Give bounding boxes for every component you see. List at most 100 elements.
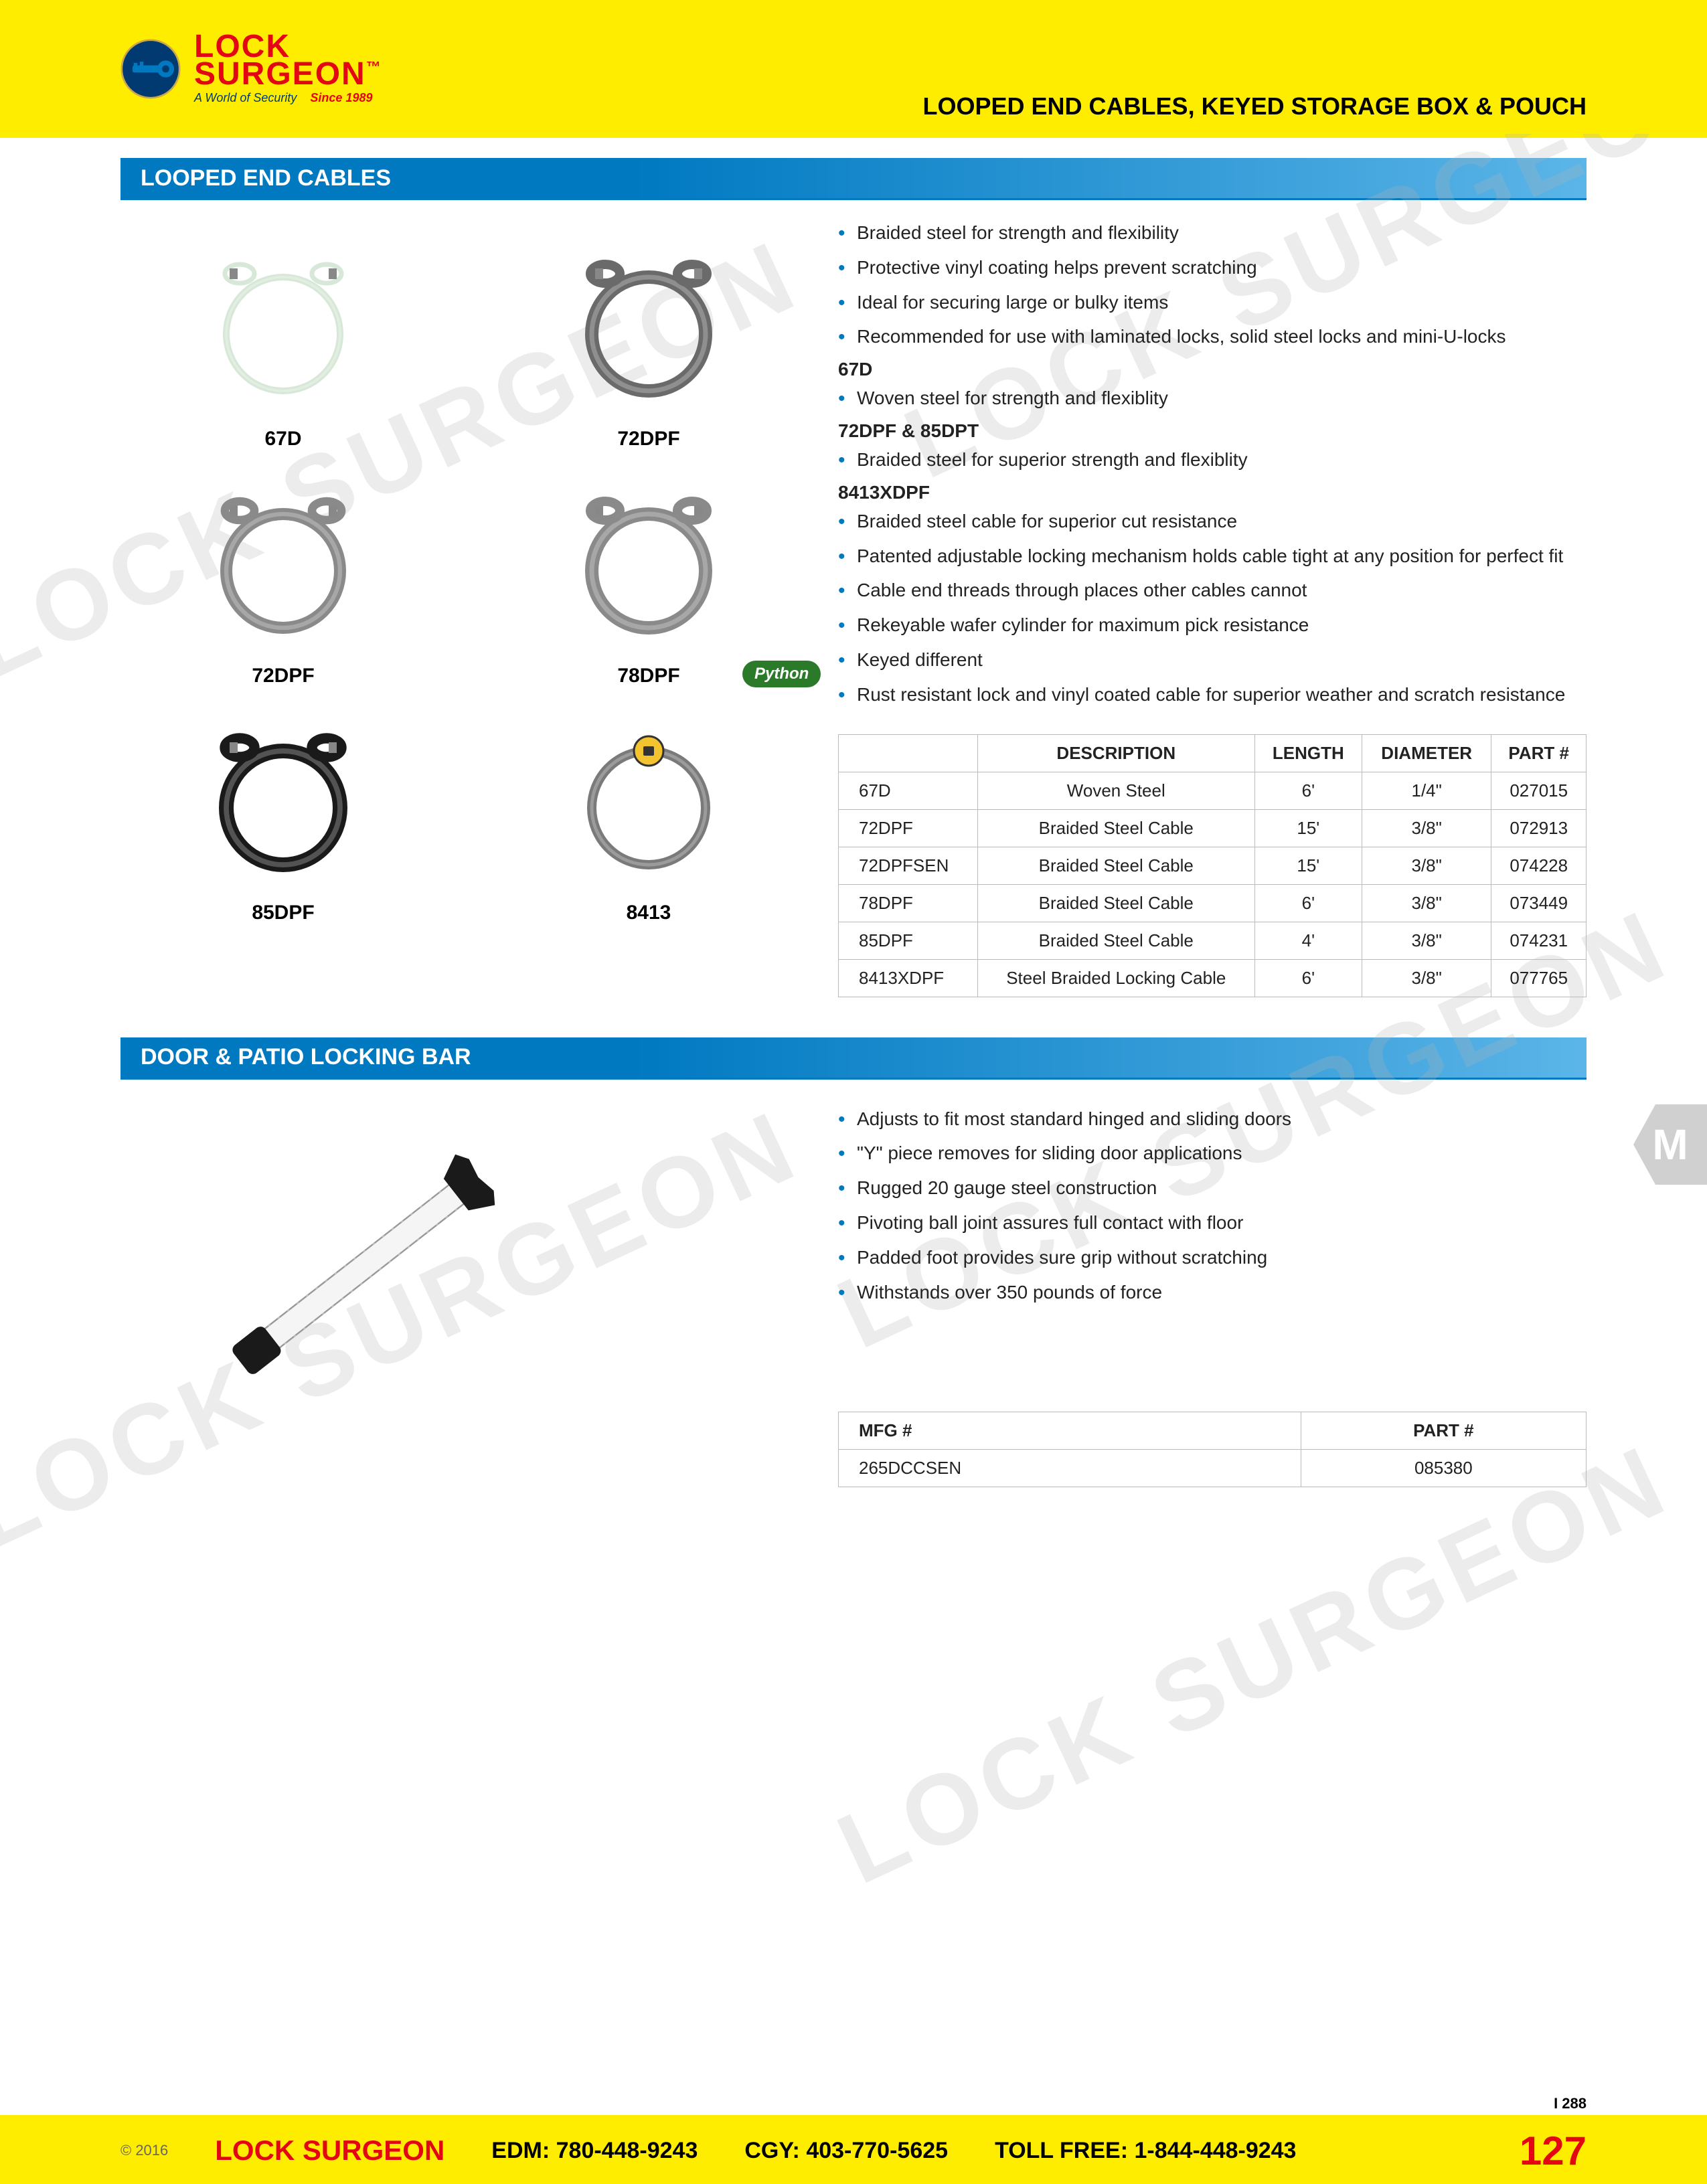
bullet-item: Ideal for securing large or bulky items <box>838 290 1587 315</box>
table-row: 265DCCSEN085380 <box>839 1450 1587 1487</box>
bullet-item: "Y" piece removes for sliding door appli… <box>838 1141 1587 1166</box>
table-cell: 6' <box>1254 772 1362 809</box>
footer-edm: EDM: 780-448-9243 <box>491 2138 698 2164</box>
table-cell: 15' <box>1254 809 1362 847</box>
section-tab-letter: M <box>1652 1120 1688 1169</box>
table-header: PART # <box>1491 734 1587 772</box>
table-cell: 3/8" <box>1362 922 1491 959</box>
bullet-item: Recommended for use with laminated locks… <box>838 324 1587 349</box>
table-cell: 085380 <box>1301 1450 1586 1487</box>
table-cell: 6' <box>1254 884 1362 922</box>
table-cell: 1/4" <box>1362 772 1491 809</box>
product-cell: 78DPF <box>486 457 811 687</box>
locking-bar-image <box>120 1106 589 1441</box>
table-header: DIAMETER <box>1362 734 1491 772</box>
bullet-item: Protective vinyl coating helps prevent s… <box>838 255 1587 280</box>
section-header-bar: DOOR & PATIO LOCKING BAR <box>120 1037 1587 1080</box>
product-label: 72DPF <box>617 428 679 450</box>
table-cell: 3/8" <box>1362 847 1491 884</box>
table-cell: Braided Steel Cable <box>977 922 1254 959</box>
product-grid: 67D 72DPF 72DPF 78DPF 85DPFPython8413 <box>120 220 811 924</box>
table-cell: 074231 <box>1491 922 1587 959</box>
header-band: LOCK SURGEON™ A World of Security Since … <box>0 0 1707 134</box>
product-cell: 67D <box>120 220 446 450</box>
table-header <box>839 734 978 772</box>
product-cell: 85DPF <box>120 694 446 924</box>
bullet-list: Braided steel for superior strength and … <box>838 447 1587 473</box>
table-header: LENGTH <box>1254 734 1362 772</box>
table-row: 78DPFBraided Steel Cable6'3/8"073449 <box>839 884 1587 922</box>
cable-icon <box>555 220 742 421</box>
header-underline <box>0 134 1707 138</box>
cable-icon <box>189 457 377 658</box>
footer-code: I 288 <box>1554 2095 1587 2112</box>
product-label: 67D <box>264 428 301 450</box>
logo-key-icon <box>120 39 181 99</box>
logo: LOCK SURGEON™ A World of Security Since … <box>120 33 382 105</box>
product-label: 72DPF <box>252 665 314 687</box>
table-row: 85DPFBraided Steel Cable4'3/8"074231 <box>839 922 1587 959</box>
table-cell: 67D <box>839 772 978 809</box>
footer-copyright: © 2016 <box>120 2142 168 2159</box>
table-cell: 074228 <box>1491 847 1587 884</box>
sub-heading: 8413XDPF <box>838 482 1587 503</box>
table-cell: 265DCCSEN <box>839 1450 1301 1487</box>
footer-page-number: 127 <box>1520 2128 1587 2174</box>
table-cell: 073449 <box>1491 884 1587 922</box>
table-header: DESCRIPTION <box>977 734 1254 772</box>
table-cell: 077765 <box>1491 959 1587 997</box>
table-row: 8413XDPFSteel Braided Locking Cable6'3/8… <box>839 959 1587 997</box>
bullet-item: Rekeyable wafer cylinder for maximum pic… <box>838 612 1587 638</box>
product-cell: 72DPF <box>120 457 446 687</box>
product-label: 8413 <box>627 902 671 924</box>
footer-cgy: CGY: 403-770-5625 <box>744 2138 948 2164</box>
table-cell: 85DPF <box>839 922 978 959</box>
table-cell: Braided Steel Cable <box>977 809 1254 847</box>
table-cell: 72DPF <box>839 809 978 847</box>
table-cell: 72DPFSEN <box>839 847 978 884</box>
cable-icon <box>555 457 742 658</box>
section-tab: M <box>1633 1104 1707 1185</box>
footer-tollfree: TOLL FREE: 1-844-448-9243 <box>995 2138 1296 2164</box>
footer: I 288 © 2016 LOCK SURGEON EDM: 780-448-9… <box>0 2115 1707 2184</box>
bullet-item: Withstands over 350 pounds of force <box>838 1280 1587 1305</box>
table-cell: 072913 <box>1491 809 1587 847</box>
bullet-item: Padded foot provides sure grip without s… <box>838 1245 1587 1270</box>
table-cell: 027015 <box>1491 772 1587 809</box>
sub-heading: 67D <box>838 359 1587 380</box>
section-title: DOOR & PATIO LOCKING BAR <box>141 1044 471 1070</box>
spec-table-bar: MFG #PART #265DCCSEN085380 <box>838 1412 1587 1487</box>
bullet-list: Braided steel for strength and flexibili… <box>838 220 1587 349</box>
bullet-item: Cable end threads through places other c… <box>838 578 1587 603</box>
table-cell: 4' <box>1254 922 1362 959</box>
table-row: 67DWoven Steel6'1/4"027015 <box>839 772 1587 809</box>
table-header: PART # <box>1301 1412 1586 1450</box>
bullet-item: Keyed different <box>838 647 1587 673</box>
page-title: LOOPED END CABLES, KEYED STORAGE BOX & P… <box>923 92 1587 120</box>
bullet-item: Adjusts to fit most standard hinged and … <box>838 1106 1587 1132</box>
cable-icon <box>555 694 742 895</box>
bullet-item: Rugged 20 gauge steel construction <box>838 1175 1587 1201</box>
bullet-item: Braided steel for superior strength and … <box>838 447 1587 473</box>
table-cell: Braided Steel Cable <box>977 884 1254 922</box>
section-header-cables: LOOPED END CABLES <box>120 158 1587 200</box>
bullet-item: Woven steel for strength and flexiblity <box>838 386 1587 411</box>
table-header: MFG # <box>839 1412 1301 1450</box>
bullet-list: Braided steel cable for superior cut res… <box>838 509 1587 707</box>
table-cell: 6' <box>1254 959 1362 997</box>
table-row: 72DPFSENBraided Steel Cable15'3/8"074228 <box>839 847 1587 884</box>
cable-icon <box>189 694 377 895</box>
table-cell: Steel Braided Locking Cable <box>977 959 1254 997</box>
product-label: 78DPF <box>617 665 679 687</box>
table-cell: 8413XDPF <box>839 959 978 997</box>
product-cell: Python8413 <box>486 694 811 924</box>
table-cell: 3/8" <box>1362 884 1491 922</box>
table-row: 72DPFBraided Steel Cable15'3/8"072913 <box>839 809 1587 847</box>
bullet-item: Patented adjustable locking mechanism ho… <box>838 543 1587 569</box>
table-cell: Woven Steel <box>977 772 1254 809</box>
bullet-item: Rust resistant lock and vinyl coated cab… <box>838 682 1587 707</box>
table-cell: 15' <box>1254 847 1362 884</box>
table-cell: 3/8" <box>1362 809 1491 847</box>
spec-table-cables: DESCRIPTIONLENGTHDIAMETERPART #67DWoven … <box>838 734 1587 997</box>
logo-tagline: A World of Security Since 1989 <box>194 91 382 105</box>
